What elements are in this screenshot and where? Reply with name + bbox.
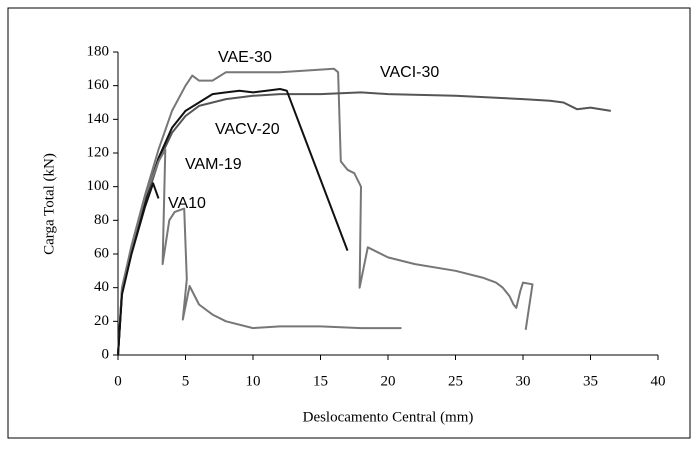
y-tick-label: 20: [94, 313, 109, 329]
y-tick-label: 80: [94, 212, 109, 228]
series-label: VAM-19: [185, 156, 242, 173]
series-label: VA10: [168, 195, 206, 212]
y-axis-label: Carga Total (kN): [41, 153, 57, 255]
x-tick-label: 0: [114, 373, 122, 389]
y-tick-label: 60: [94, 245, 109, 261]
series-line: [117, 182, 160, 356]
chart-frame: [7, 7, 691, 439]
y-tick-label: 0: [102, 346, 110, 362]
x-tick-label: 20: [381, 373, 396, 389]
series-line: [117, 148, 402, 356]
series-label: VAE-30: [218, 49, 272, 66]
series-line: [117, 67, 534, 356]
x-tick-label: 10: [246, 373, 261, 389]
x-tick-label: 40: [651, 373, 666, 389]
x-tick-label: 30: [516, 373, 531, 389]
y-tick-label: 100: [87, 178, 110, 194]
series-label: VACV-20: [215, 121, 280, 138]
x-tick-label: 5: [182, 373, 190, 389]
y-tick-label: 140: [87, 111, 110, 127]
y-tick-label: 120: [87, 144, 110, 160]
y-tick-label: 160: [87, 77, 110, 93]
x-tick-label: 15: [313, 373, 328, 389]
y-tick-label: 180: [87, 43, 110, 59]
series-label: VACI-30: [380, 64, 439, 81]
y-tick-label: 40: [94, 279, 109, 295]
x-tick-label: 25: [448, 373, 463, 389]
series-line: [117, 91, 611, 356]
x-axis-label: Deslocamento Central (mm): [303, 409, 474, 425]
x-tick-label: 35: [583, 373, 598, 389]
